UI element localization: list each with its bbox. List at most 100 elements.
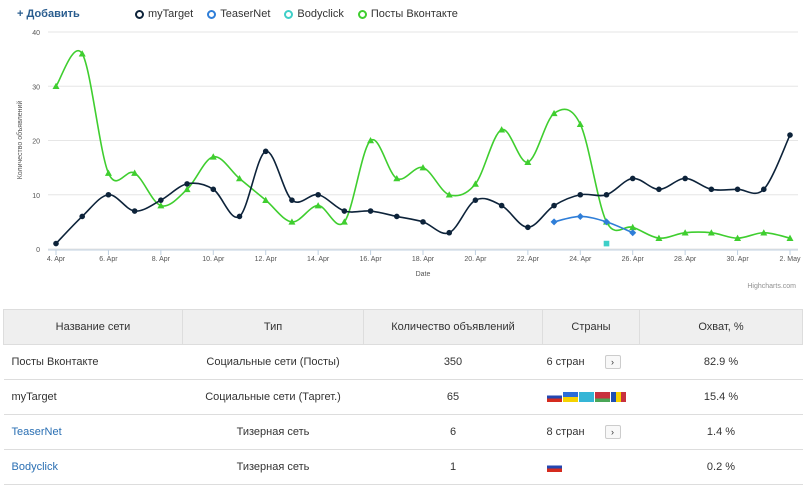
add-button[interactable]: + Добавить: [17, 8, 80, 20]
point-mytarget: [420, 219, 426, 225]
table-header-row: Название сети Тип Количество объявлений …: [3, 309, 803, 345]
series-line-teasernet: [553, 215, 634, 234]
legend-item-teasernet[interactable]: TeaserNet: [207, 8, 270, 20]
point-mytarget: [446, 229, 453, 236]
point-vk: [734, 234, 742, 241]
x-tick-label: 14. Apr: [307, 256, 330, 263]
flag-by-icon: [594, 392, 610, 403]
countries-cell: 8 стран ›: [542, 414, 640, 450]
header-reach[interactable]: Охват, %: [639, 309, 803, 345]
flag-ru-icon: [546, 462, 562, 473]
series-line-vk: [55, 50, 791, 240]
x-tick-label: 12. Apr: [255, 256, 278, 263]
legend-label-mytarget: myTarget: [148, 8, 194, 20]
chart-area: + Добавить myTarget TeaserNet Bodyclick …: [16, 8, 801, 290]
point-vk: [262, 196, 270, 203]
point-vk: [131, 169, 139, 176]
point-vk: [445, 191, 453, 198]
point-mytarget: [498, 202, 505, 209]
point-mytarget: [131, 208, 138, 214]
point-mytarget: [708, 186, 715, 193]
line-chart: 0 10 20 30 40 4. Apr 6. Apr 8. Apr 10. Apr 12. Ap…: [16, 30, 801, 278]
legend-marker-bodyclick-icon: [284, 9, 294, 19]
point-mytarget: [315, 191, 321, 198]
legend-item-bodyclick[interactable]: Bodyclick: [284, 8, 344, 20]
header-type[interactable]: Тип: [182, 309, 364, 345]
header-ad-count[interactable]: Количество объявлений: [363, 309, 543, 345]
point-vk: [681, 229, 689, 236]
point-mytarget: [656, 186, 662, 193]
point-teasernet: [603, 218, 610, 226]
x-tick-label: 18. Apr: [412, 256, 435, 263]
flag-ua-icon: [562, 392, 578, 403]
point-mytarget: [158, 197, 164, 203]
point-vk: [367, 137, 375, 144]
table-row: myTarget Социальные сети (Таргет.) 65 15…: [3, 379, 803, 415]
legend-item-mytarget[interactable]: myTarget: [135, 8, 193, 20]
countries-cell: [542, 449, 640, 485]
point-teasernet: [576, 212, 584, 220]
point-teasernet: [550, 218, 558, 226]
y-tick-label: 0: [36, 247, 40, 254]
legend-marker-vk-icon: [357, 9, 367, 19]
point-vk: [314, 202, 322, 209]
point-vk: [498, 126, 506, 133]
flag-md-icon: [610, 392, 626, 403]
point-teasernet: [629, 229, 637, 237]
countries-count: 6 стран: [546, 355, 585, 368]
point-vk: [707, 229, 715, 236]
point-mytarget: [184, 181, 190, 187]
legend-marker-mytarget-icon: [135, 9, 144, 19]
network-name: Посты Вконтакте: [3, 344, 183, 380]
legend-label-teasernet: TeaserNet: [220, 8, 271, 20]
point-vk: [655, 234, 663, 241]
point-vk: [760, 229, 768, 236]
point-mytarget: [393, 213, 400, 220]
network-link-teasernet[interactable]: TeaserNet: [11, 426, 62, 438]
network-name: myTarget: [3, 379, 183, 415]
network-name: TeaserNet: [3, 414, 183, 450]
flag-kz-icon: [578, 392, 594, 403]
highcharts-credits[interactable]: Highcharts.com: [747, 283, 796, 290]
networks-table: Название сети Тип Количество объявлений …: [3, 309, 803, 485]
x-tick-label: 24. Apr: [569, 256, 592, 263]
network-link-bodyclick[interactable]: Bodyclick: [11, 461, 58, 473]
x-tick-label: 20. Apr: [464, 256, 487, 263]
legend-label-vk: Посты Вконтакте: [370, 8, 458, 20]
point-vk: [340, 218, 348, 225]
table-row: Bodyclick Тизерная сеть 1 0.2 %: [3, 449, 803, 485]
x-tick-label: 10. Apr: [202, 256, 225, 263]
expand-countries-button[interactable]: ›: [604, 425, 621, 439]
header-countries[interactable]: Страны: [542, 309, 640, 345]
series-line-mytarget: [55, 134, 791, 245]
ad-count: 1: [363, 449, 543, 485]
network-name: Bodyclick: [3, 449, 183, 485]
countries-count: 8 стран: [546, 425, 585, 438]
x-tick-label: 16. Apr: [359, 256, 382, 263]
point-vk: [157, 202, 165, 209]
legend-label-bodyclick: Bodyclick: [297, 8, 344, 20]
reach-value: 82.9 %: [639, 344, 803, 380]
network-type: Социальные сети (Таргет.): [182, 379, 364, 415]
y-tick-label: 30: [32, 84, 40, 91]
legend-marker-teasernet-icon: [207, 9, 217, 19]
legend-item-vk[interactable]: Посты Вконтакте: [357, 8, 458, 20]
header-network-name[interactable]: Название сети: [3, 309, 183, 345]
reach-value: 1.4 %: [639, 414, 803, 450]
point-mytarget: [289, 197, 295, 203]
table-row: TeaserNet Тизерная сеть 6 8 стран › 1.4 %: [3, 414, 803, 450]
point-mytarget: [236, 213, 243, 220]
point-mytarget: [734, 186, 741, 193]
x-tick-label: 4. Apr: [47, 256, 66, 263]
point-vk: [78, 50, 86, 57]
network-type: Тизерная сеть: [182, 414, 364, 450]
x-tick-label: 26. Apr: [622, 256, 645, 263]
reach-value: 0.2 %: [639, 449, 803, 485]
point-vk: [288, 218, 296, 225]
point-vk: [419, 164, 427, 171]
point-mytarget: [525, 224, 531, 231]
expand-countries-button[interactable]: ›: [604, 355, 621, 369]
point-vk: [786, 234, 794, 241]
flag-ru-icon: [546, 392, 562, 403]
ad-count: 350: [363, 344, 543, 380]
